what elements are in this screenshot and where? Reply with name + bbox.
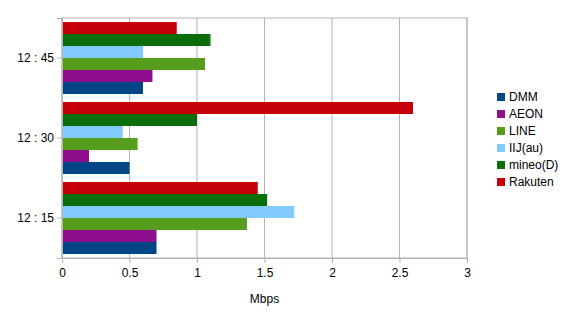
x-tick-mark <box>467 258 468 263</box>
bar <box>62 162 130 174</box>
y-tick-mark <box>57 58 62 59</box>
y-tick-label: 12 : 15 <box>17 211 54 225</box>
legend-label: Rakuten <box>509 175 554 189</box>
bar <box>62 22 177 34</box>
bar <box>62 242 157 254</box>
x-tick-label: 0 <box>59 266 66 280</box>
y-tick-mark <box>57 138 62 139</box>
grid-line <box>264 18 265 258</box>
legend-item: mineo(D) <box>497 158 558 172</box>
bar <box>62 150 89 162</box>
legend-swatch <box>497 93 505 101</box>
x-axis: 0 0.5 1 1.5 2 2.5 3 <box>59 258 471 280</box>
x-tick: 1.5 <box>257 258 274 280</box>
bar <box>62 34 211 46</box>
x-tick: 2 <box>329 258 336 280</box>
series <box>62 22 413 194</box>
x-tick: 3 <box>464 258 471 280</box>
legend-item: LINE <box>497 124 536 138</box>
plot-frame <box>62 18 467 258</box>
bar <box>62 70 152 82</box>
legend-swatch <box>497 127 505 135</box>
x-tick-label: 1 <box>194 266 201 280</box>
bar <box>62 114 197 126</box>
y-axis: 12 : 15 12 : 30 12 : 45 <box>17 19 62 259</box>
chart: 0 0.5 1 1.5 2 2.5 3 12 : 15 12 : 30 12 : 45 Mbps DM… <box>0 0 568 317</box>
bar <box>62 206 294 218</box>
y-tick: 12 : 30 <box>17 131 62 145</box>
legend-swatch <box>497 110 505 118</box>
legend-label: AEON <box>509 107 543 121</box>
legend: DMM AEON LINE IIJ(au) mineo(D) Rakuten <box>497 90 558 189</box>
bar <box>62 58 205 70</box>
x-tick-mark <box>400 258 401 263</box>
y-tick-mark <box>57 218 62 219</box>
x-tick-mark <box>197 258 198 263</box>
bar <box>62 126 123 138</box>
x-tick-label: 0.5 <box>122 266 139 280</box>
legend-swatch <box>497 144 505 152</box>
series <box>62 34 267 206</box>
grid-line <box>399 18 400 258</box>
legend-item: IIJ(au) <box>497 141 543 155</box>
legend-swatch <box>497 161 505 169</box>
x-tick-mark <box>332 258 333 263</box>
series <box>62 46 294 218</box>
legend-item: AEON <box>497 107 543 121</box>
legend-label: LINE <box>509 124 536 138</box>
legend-label: DMM <box>509 90 538 104</box>
y-tick: 12 : 15 <box>17 211 62 225</box>
bar <box>62 138 138 150</box>
bar <box>62 46 143 58</box>
legend-item: Rakuten <box>497 175 554 189</box>
y-axis-line <box>57 19 63 259</box>
bar <box>62 230 157 242</box>
legend-label: IIJ(au) <box>509 141 543 155</box>
y-tick-label: 12 : 30 <box>17 131 54 145</box>
bar <box>62 182 258 194</box>
plot: 0 0.5 1 1.5 2 2.5 3 12 : 15 12 : 30 12 : 45 <box>17 18 471 280</box>
x-tick: 0.5 <box>122 258 139 280</box>
x-tick-mark <box>265 258 266 263</box>
bar <box>62 102 413 114</box>
x-axis-line <box>63 259 468 264</box>
legend-label: mineo(D) <box>509 158 558 172</box>
x-tick: 1 <box>194 258 201 280</box>
x-tick-label: 2.5 <box>392 266 409 280</box>
bar <box>62 218 247 230</box>
legend-item: DMM <box>497 90 538 104</box>
x-tick: 2.5 <box>392 258 409 280</box>
bar <box>62 194 267 206</box>
x-tick-label: 1.5 <box>257 266 274 280</box>
grid-line <box>332 18 333 258</box>
legend-swatch <box>497 178 505 186</box>
bars <box>62 22 413 254</box>
x-tick-label: 2 <box>329 266 336 280</box>
grid <box>62 18 467 258</box>
y-tick: 12 : 45 <box>17 51 62 65</box>
y-tick-label: 12 : 45 <box>17 51 54 65</box>
x-tick: 0 <box>59 258 66 280</box>
x-tick-label: 3 <box>464 266 471 280</box>
x-axis-title: Mbps <box>250 292 279 306</box>
x-tick-mark <box>130 258 131 263</box>
bar <box>62 82 143 94</box>
